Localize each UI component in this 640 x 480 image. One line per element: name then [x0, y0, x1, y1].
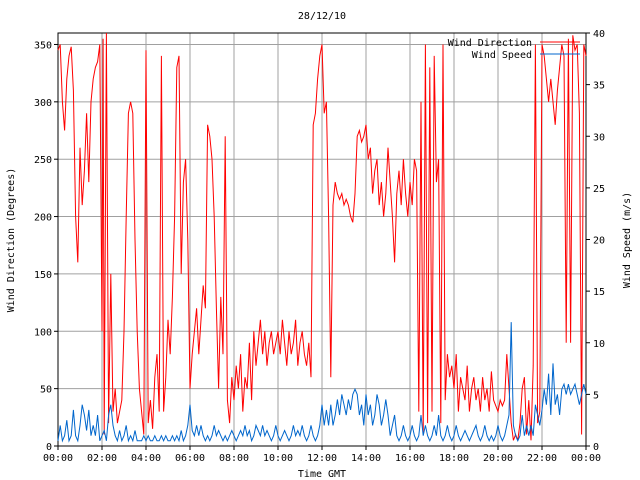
- x-tick-label: 12:00: [307, 453, 337, 464]
- x-tick-label: 02:00: [87, 453, 117, 464]
- y-left-tick-label: 300: [34, 98, 52, 109]
- y-right-tick-label: 5: [593, 390, 599, 401]
- series-layer: [57, 32, 587, 443]
- tick-layer: 00:00 02:00 04:00 06:00 08:00 10:00 12:00 14:00…: [34, 29, 605, 464]
- y-right-tick-label: 40: [593, 29, 605, 40]
- x-axis-label: Time GMT: [298, 469, 346, 480]
- legend: Wind Direction Wind Speed: [448, 38, 580, 61]
- y-right-tick-label: 25: [593, 184, 605, 195]
- y-left-tick-label: 150: [34, 270, 52, 281]
- y-left-tick-label: 250: [34, 155, 52, 166]
- x-tick-label: 08:00: [219, 453, 249, 464]
- y-right-tick-label: 30: [593, 132, 605, 143]
- y-right-tick-label: 10: [593, 339, 605, 350]
- y-right-tick-label: 0: [593, 442, 599, 453]
- x-tick-label: 22:00: [527, 453, 557, 464]
- x-tick-label: 14:00: [351, 453, 381, 464]
- legend-label-wind-direction: Wind Direction: [448, 38, 532, 49]
- x-tick-label: 04:00: [131, 453, 161, 464]
- y-left-tick-label: 50: [40, 385, 52, 396]
- x-tick-label: 00:00: [571, 453, 601, 464]
- y-right-tick-label: 35: [593, 81, 605, 92]
- x-tick-label: 18:00: [439, 453, 469, 464]
- y-right-tick-label: 15: [593, 287, 605, 298]
- y-left-tick-label: 200: [34, 213, 52, 224]
- series-line-wind-direction: [57, 32, 587, 441]
- y-right-tick-label: 20: [593, 236, 605, 247]
- x-tick-label: 20:00: [483, 453, 513, 464]
- y-left-tick-label: 0: [46, 442, 52, 453]
- y-left-tick-label: 350: [34, 40, 52, 51]
- x-tick-label: 10:00: [263, 453, 293, 464]
- y-axis-left-label: Wind Direction (Degrees): [6, 168, 17, 313]
- chart-title: 28/12/10: [298, 11, 346, 22]
- legend-label-wind-speed: Wind Speed: [472, 50, 532, 61]
- y-left-tick-label: 100: [34, 327, 52, 338]
- x-tick-label: 16:00: [395, 453, 425, 464]
- series-line-wind-speed: [57, 322, 587, 443]
- x-tick-label: 06:00: [175, 453, 205, 464]
- x-tick-label: 00:00: [43, 453, 73, 464]
- y-axis-right-label: Wind Speed (m/s): [622, 192, 633, 288]
